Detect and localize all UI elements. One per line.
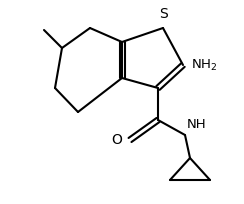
Text: NH$_2$: NH$_2$	[191, 58, 217, 73]
Text: O: O	[111, 133, 122, 147]
Text: S: S	[159, 7, 167, 21]
Text: NH: NH	[187, 118, 207, 131]
